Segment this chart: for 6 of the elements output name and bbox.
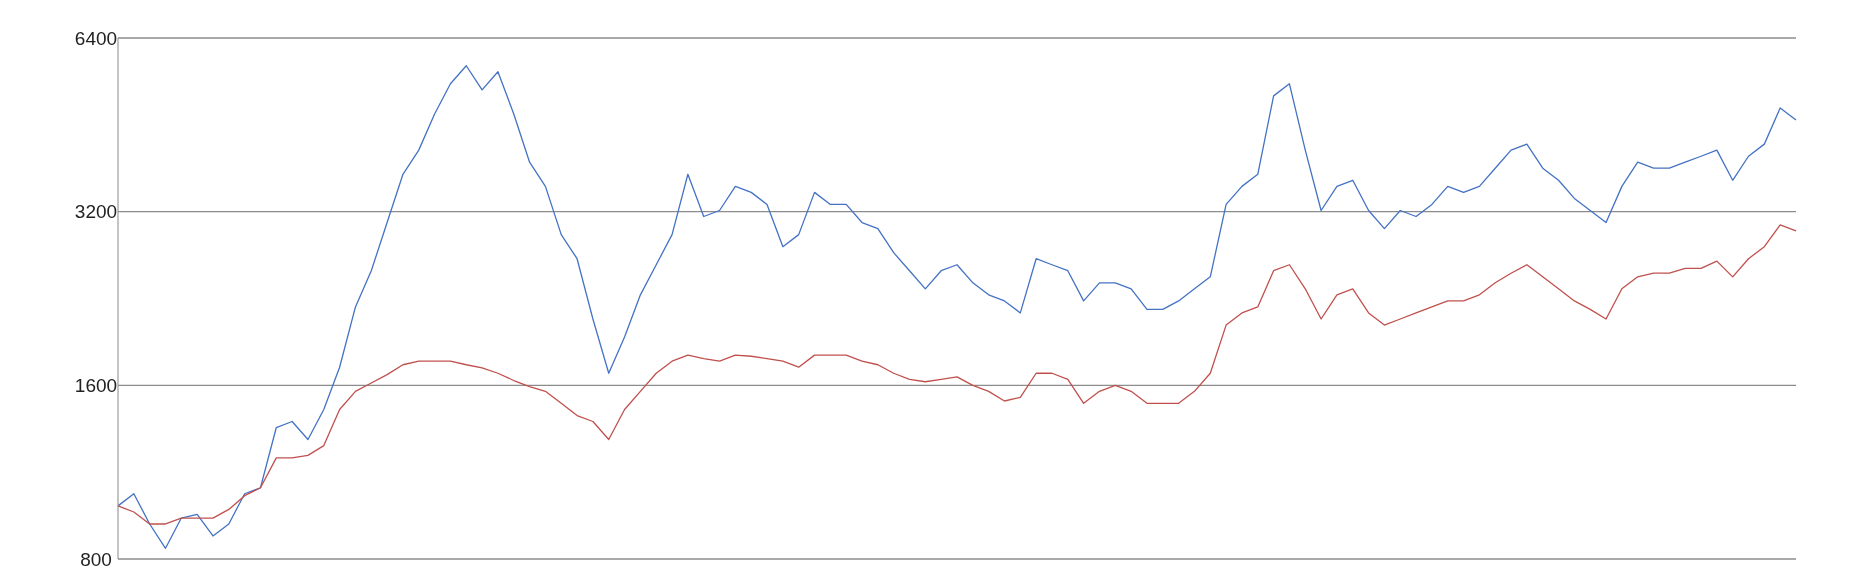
y-tick-label: 1600 xyxy=(74,375,118,397)
y-tick-label: 3200 xyxy=(74,201,118,223)
y-tick-label: 800 xyxy=(80,548,112,570)
line-series xyxy=(117,224,1797,525)
y-tick-label: 6400 xyxy=(74,27,118,49)
line-series xyxy=(117,65,1797,549)
